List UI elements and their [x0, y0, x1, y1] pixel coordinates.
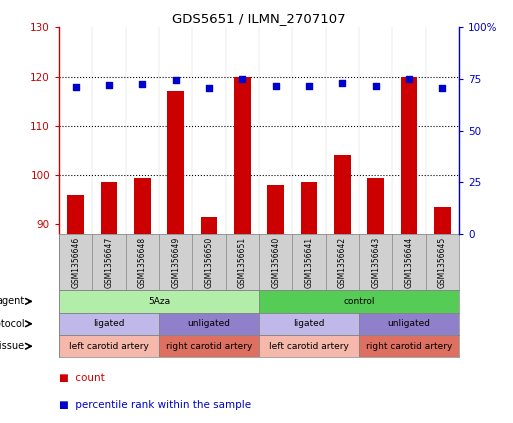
Text: 5Aza: 5Aza	[148, 297, 170, 306]
Text: GSM1356650: GSM1356650	[205, 237, 213, 288]
Text: right carotid artery: right carotid artery	[366, 342, 452, 351]
Text: GSM1356644: GSM1356644	[405, 237, 413, 288]
Bar	[259, 313, 359, 335]
Text: GSM1356643: GSM1356643	[371, 237, 380, 288]
Text: ligated: ligated	[93, 319, 125, 328]
Bar	[359, 313, 459, 335]
Bar	[301, 182, 318, 234]
Point	[305, 83, 313, 90]
Text: GSM1356648: GSM1356648	[138, 237, 147, 288]
Point	[405, 76, 413, 82]
Text: GSM1356647: GSM1356647	[105, 237, 113, 288]
Point	[139, 81, 147, 88]
Text: protocol: protocol	[0, 319, 25, 329]
Point	[71, 84, 80, 91]
Text: tissue: tissue	[0, 341, 25, 351]
Title: GDS5651 / ILMN_2707107: GDS5651 / ILMN_2707107	[172, 12, 346, 25]
Bar	[259, 335, 359, 357]
Text: ■  count: ■ count	[59, 373, 105, 383]
Bar	[234, 77, 251, 234]
Bar	[401, 77, 418, 234]
Bar	[367, 178, 384, 234]
Text: agent: agent	[0, 297, 25, 306]
Point	[205, 85, 213, 92]
Text: GSM1356640: GSM1356640	[271, 237, 280, 288]
Text: left carotid artery: left carotid artery	[269, 342, 349, 351]
Bar	[259, 290, 459, 313]
Text: GSM1356651: GSM1356651	[238, 237, 247, 288]
Text: GSM1356645: GSM1356645	[438, 237, 447, 288]
Bar	[101, 182, 117, 234]
Text: unligated: unligated	[388, 319, 430, 328]
Bar	[59, 313, 159, 335]
Bar	[201, 217, 218, 234]
Text: GSM1356649: GSM1356649	[171, 237, 180, 288]
Bar	[267, 185, 284, 234]
Bar	[59, 290, 259, 313]
Bar	[67, 195, 84, 234]
Bar	[134, 178, 151, 234]
Point	[371, 83, 380, 90]
Bar	[334, 155, 351, 234]
Bar	[167, 91, 184, 234]
Text: GSM1356641: GSM1356641	[305, 237, 313, 288]
Point	[272, 83, 280, 90]
Text: unligated: unligated	[188, 319, 230, 328]
Text: ligated: ligated	[293, 319, 325, 328]
Point	[171, 77, 180, 84]
Text: ■  percentile rank within the sample: ■ percentile rank within the sample	[59, 400, 251, 410]
Bar	[59, 335, 159, 357]
Text: GSM1356646: GSM1356646	[71, 237, 80, 288]
Text: control: control	[343, 297, 375, 306]
Bar	[359, 335, 459, 357]
Bar	[434, 207, 451, 234]
Text: right carotid artery: right carotid artery	[166, 342, 252, 351]
Point	[238, 76, 246, 82]
Bar	[159, 335, 259, 357]
Bar	[159, 313, 259, 335]
Text: GSM1356642: GSM1356642	[338, 237, 347, 288]
Point	[105, 82, 113, 89]
Point	[339, 80, 347, 87]
Text: left carotid artery: left carotid artery	[69, 342, 149, 351]
Point	[438, 85, 446, 92]
